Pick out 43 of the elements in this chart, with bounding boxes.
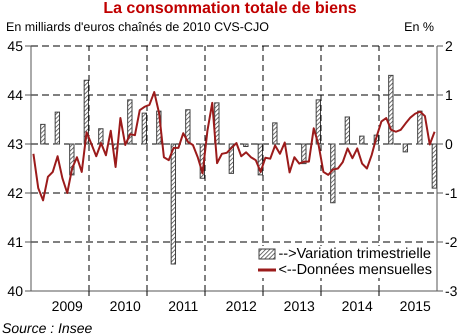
bar — [344, 116, 350, 144]
bar — [432, 144, 437, 189]
x-tick-label: 2014 — [342, 298, 374, 314]
y-tick-label: 41 — [7, 234, 24, 250]
bar — [185, 109, 191, 144]
bar — [402, 144, 408, 152]
y-tick-label: 43 — [7, 136, 24, 152]
bar — [228, 144, 234, 174]
y-tick-label: 40 — [7, 282, 24, 299]
legend-label: -->Variation trimestrielle — [278, 246, 431, 262]
y2-axis-title: En % — [404, 20, 434, 34]
bar — [40, 124, 46, 144]
x-tick-label: 2010 — [110, 298, 142, 314]
bar — [98, 128, 104, 144]
bar — [54, 112, 60, 144]
bar — [330, 144, 336, 204]
y2-tick-label: -1 — [445, 184, 458, 201]
y2-tick-label: -2 — [445, 234, 458, 250]
x-tick-label: 2015 — [400, 298, 432, 314]
y2-tick-label: 1 — [445, 86, 453, 103]
bar — [142, 112, 148, 144]
source-note: Source : Insee — [2, 320, 92, 336]
y2-tick-label: 2 — [445, 38, 453, 54]
bar — [388, 74, 394, 144]
x-tick-label: 2013 — [284, 298, 316, 314]
chart-title: La consommation totale de biens — [103, 0, 357, 17]
bar — [170, 144, 176, 265]
y-tick-label: 45 — [7, 38, 24, 54]
y-axis-title: En milliards d'euros chaînés de 2010 CVS-CJO — [6, 20, 269, 34]
bar — [359, 136, 365, 144]
bar — [272, 122, 278, 144]
bar — [127, 99, 133, 144]
x-tick-label: 2011 — [168, 298, 199, 314]
x-tick-label: 2009 — [52, 298, 84, 314]
y-tick-label: 42 — [7, 184, 24, 201]
y-tick-label: 44 — [7, 86, 24, 103]
line-series — [32, 91, 436, 202]
bar — [243, 144, 249, 147]
x-tick-label: 2012 — [226, 298, 258, 314]
bar — [417, 110, 423, 144]
y2-tick-label: 0 — [445, 136, 453, 152]
legend-label: <--Données mensuelles — [278, 262, 432, 278]
y2-tick-label: -3 — [445, 282, 458, 299]
